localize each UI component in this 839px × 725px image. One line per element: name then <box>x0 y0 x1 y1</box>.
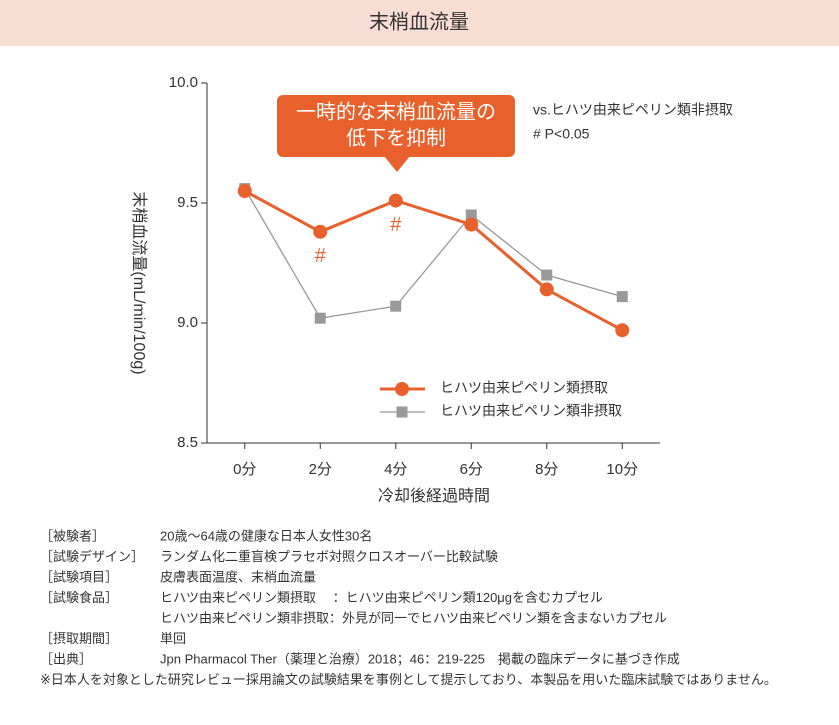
note-label: ［試験食品］ <box>40 590 118 605</box>
data-point <box>615 323 630 338</box>
data-point <box>541 269 553 281</box>
note-label: ［出典］ <box>40 651 92 666</box>
note-label: ［被験者］ <box>40 528 105 543</box>
callout-text: 一時的な末梢血流量の <box>296 100 496 123</box>
y-tick-label: 9.5 <box>177 194 198 211</box>
note-text: 20歳～64歳の健康な日本人女性30名 <box>160 528 372 543</box>
x-tick-label: 8分 <box>535 461 558 478</box>
note-text: 皮膚表面温度、末梢血流量 <box>160 569 316 584</box>
significance-label: # <box>315 245 327 267</box>
x-tick-label: 4分 <box>384 461 407 478</box>
legend-label: ヒハツ由来ピペリン類非摂取 <box>440 403 622 419</box>
note-text: ランダム化二重盲検プラセボ対照クロスオーバー比較試験 <box>160 549 498 564</box>
chart-title: 末梢血流量 <box>369 10 469 33</box>
significance-label: # <box>390 214 402 236</box>
header-band <box>0 0 839 46</box>
legend-label: ヒハツ由来ピペリン類摂取 <box>440 380 608 396</box>
note-label: ［試験デザイン］ <box>40 549 144 564</box>
x-tick-label: 6分 <box>460 461 483 478</box>
data-point <box>390 300 402 312</box>
note-text: Jpn Pharmacol Ther（薬理と治療）2018；46：219-225… <box>160 651 680 667</box>
x-tick-label: 0分 <box>233 461 256 478</box>
callout-text: 低下を抑制 <box>346 126 446 149</box>
note-text: 単回 <box>160 631 186 646</box>
data-point <box>539 282 554 297</box>
note-label: ［摂取期間］ <box>40 631 118 646</box>
y-tick-label: 10.0 <box>169 74 198 91</box>
annotation: # P<0.05 <box>533 126 590 142</box>
data-point <box>237 184 252 198</box>
data-point <box>313 224 328 239</box>
data-point <box>616 291 628 303</box>
footnote: ※日本人を対象とした研究レビュー採用論文の試験結果を事例として提示しており、本製… <box>40 672 777 687</box>
callout-pointer <box>384 156 410 172</box>
y-tick-label: 9.0 <box>177 314 198 331</box>
x-axis-label: 冷却後経過時間 <box>378 487 490 505</box>
note-text: ヒハツ由来ピペリン類摂取 ：ヒハツ由来ピペリン類120μgを含むカプセル <box>160 590 603 605</box>
y-axis-label: 末梢血流量(mL/min/100g) <box>130 191 148 374</box>
data-point <box>465 209 477 221</box>
annotation: vs.ヒハツ由来ピペリン類非摂取 <box>533 102 733 118</box>
legend-marker <box>395 382 409 396</box>
legend-marker <box>396 406 408 418</box>
note-text: ヒハツ由来ピペリン類非摂取：外見が同一でヒハツ由来ピペリン類を含まないカプセル <box>160 610 667 625</box>
x-tick-label: 10分 <box>606 461 638 478</box>
series-line <box>244 189 623 332</box>
data-point <box>388 193 403 208</box>
callout-box <box>277 95 515 157</box>
y-tick-label: 8.5 <box>177 434 198 451</box>
data-point <box>314 312 326 324</box>
x-tick-label: 2分 <box>309 461 332 478</box>
data-point <box>464 217 479 232</box>
series-line <box>244 188 623 319</box>
note-label: ［試験項目］ <box>40 569 118 584</box>
